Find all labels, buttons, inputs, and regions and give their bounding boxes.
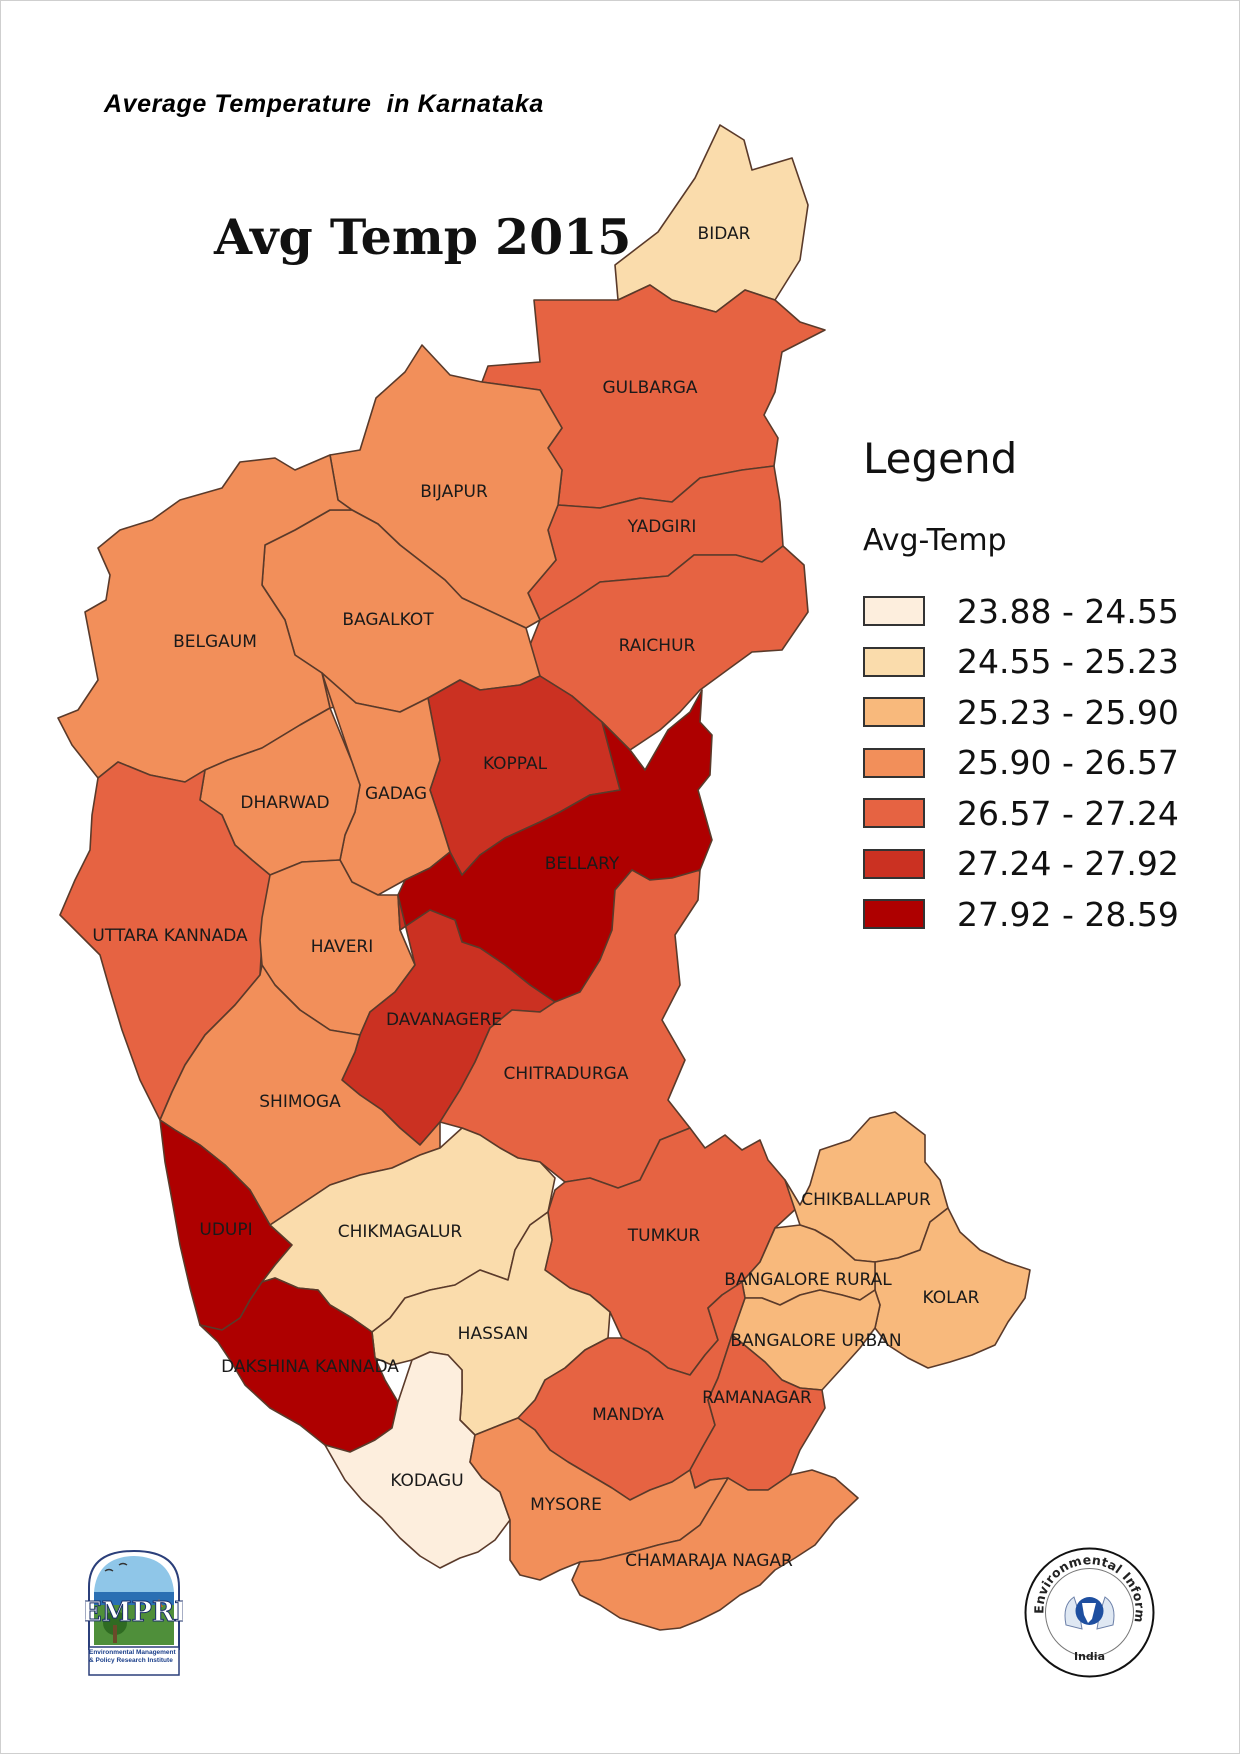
district-label-bagalkot: BAGALKOT [342, 610, 434, 630]
legend-item: 24.55 - 25.23 [863, 637, 1179, 688]
district-label-chamaraja-nagar: CHAMARAJA NAGAR [625, 1551, 793, 1571]
district-label-chikmagalur: CHIKMAGALUR [338, 1222, 463, 1242]
district-label-yadgiri: YADGIRI [627, 517, 697, 537]
legend-label: 25.23 - 25.90 [957, 692, 1179, 732]
envis-center-text: India [1074, 1650, 1105, 1663]
legend-subtitle: Avg-Temp [863, 523, 1007, 558]
district-label-bangalore-rural: BANGALORE RURAL [724, 1270, 892, 1290]
empri-caption: Environmental Management & Policy Resear… [89, 1649, 176, 1664]
legend-label: 27.24 - 27.92 [957, 844, 1179, 884]
legend-item: 27.24 - 27.92 [863, 839, 1179, 890]
district-label-bellary: BELLARY [545, 854, 620, 874]
district-label-belgaum: BELGAUM [173, 632, 257, 652]
legend-label: 26.57 - 27.24 [957, 793, 1179, 833]
district-label-haveri: HAVERI [311, 937, 374, 957]
legend-label: 24.55 - 25.23 [957, 642, 1179, 682]
district-label-tumkur: TUMKUR [627, 1226, 701, 1246]
district-label-bidar: BIDAR [698, 224, 751, 244]
district-label-dharwad: DHARWAD [240, 793, 329, 813]
empri-logo-text: EMPRI [85, 1597, 183, 1628]
empri-emblem-icon: EMPRI [81, 1549, 187, 1676]
legend-swatch [863, 848, 925, 879]
district-dakshina-kannada [199, 1277, 399, 1453]
district-chamaraja-nagar [571, 1469, 859, 1631]
district-label-uttara-kannada: UTTARA KANNADA [92, 926, 248, 946]
district-label-bangalore-urban: BANGALORE URBAN [730, 1331, 901, 1351]
district-label-udupi: UDUPI [199, 1220, 252, 1240]
district-label-mysore: MYSORE [530, 1495, 602, 1515]
district-label-ramanagar: RAMANAGAR [702, 1388, 812, 1408]
legend-item: 27.92 - 28.59 [863, 889, 1179, 940]
district-label-bijapur: BIJAPUR [420, 482, 488, 502]
map-title: Avg Temp 2015 [214, 208, 632, 266]
legend-label: 27.92 - 28.59 [957, 894, 1179, 934]
legend-list: 23.88 - 24.55 24.55 - 25.23 25.23 - 25.90 2… [863, 586, 1179, 940]
district-label-kolar: KOLAR [923, 1288, 980, 1308]
district-label-raichur: RAICHUR [619, 636, 696, 656]
legend-label: 25.90 - 26.57 [957, 743, 1179, 783]
legend-item: 23.88 - 24.55 [863, 586, 1179, 637]
district-label-koppal: KOPPAL [483, 754, 548, 774]
legend-swatch [863, 697, 925, 728]
district-label-kodagu: KODAGU [390, 1471, 463, 1491]
legend-label: 23.88 - 24.55 [957, 591, 1179, 631]
district-label-mandya: MANDYA [592, 1405, 664, 1425]
legend-swatch [863, 646, 925, 677]
legend-swatch [863, 747, 925, 778]
page-title: Average Temperature in Karnataka [104, 90, 544, 118]
district-label-dakshina-kannada: DAKSHINA KANNADA [221, 1357, 399, 1377]
legend-swatch [863, 798, 925, 829]
district-label-chitradurga: CHITRADURGA [504, 1064, 629, 1084]
legend-title: Legend [863, 434, 1018, 483]
district-layer [57, 124, 1031, 1631]
envis-logo: Environmental Information System India [1015, 1533, 1157, 1680]
district-bidar [614, 124, 809, 313]
legend-item: 26.57 - 27.24 [863, 788, 1179, 839]
district-label-shimoga: SHIMOGA [259, 1092, 341, 1112]
district-label-hassan: HASSAN [458, 1324, 529, 1344]
district-label-gulbarga: GULBARGA [603, 378, 698, 398]
empri-logo: EMPRI Environmental Management & Policy … [81, 1547, 187, 1677]
legend-item: 25.90 - 26.57 [863, 738, 1179, 789]
legend-swatch [863, 899, 925, 930]
district-label-layer: BIDAR GULBARGA YADGIRI BIJAPUR RAICHUR BAGALK… [92, 224, 979, 1571]
district-label-davanagere: DAVANAGERE [386, 1010, 502, 1030]
district-label-gadag: GADAG [365, 784, 427, 804]
legend-item: 25.23 - 25.90 [863, 687, 1179, 738]
district-label-chikballapur: CHIKBALLAPUR [801, 1190, 931, 1210]
legend-swatch [863, 596, 925, 627]
